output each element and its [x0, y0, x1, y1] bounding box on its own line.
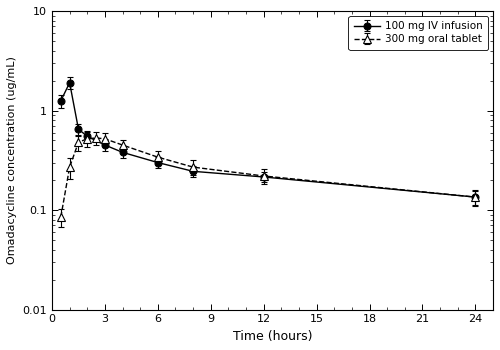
X-axis label: Time (hours): Time (hours): [233, 330, 312, 343]
Y-axis label: Omadacycline concentration (ug/mL): Omadacycline concentration (ug/mL): [7, 56, 17, 264]
Legend: 100 mg IV infusion, 300 mg oral tablet: 100 mg IV infusion, 300 mg oral tablet: [348, 16, 488, 50]
